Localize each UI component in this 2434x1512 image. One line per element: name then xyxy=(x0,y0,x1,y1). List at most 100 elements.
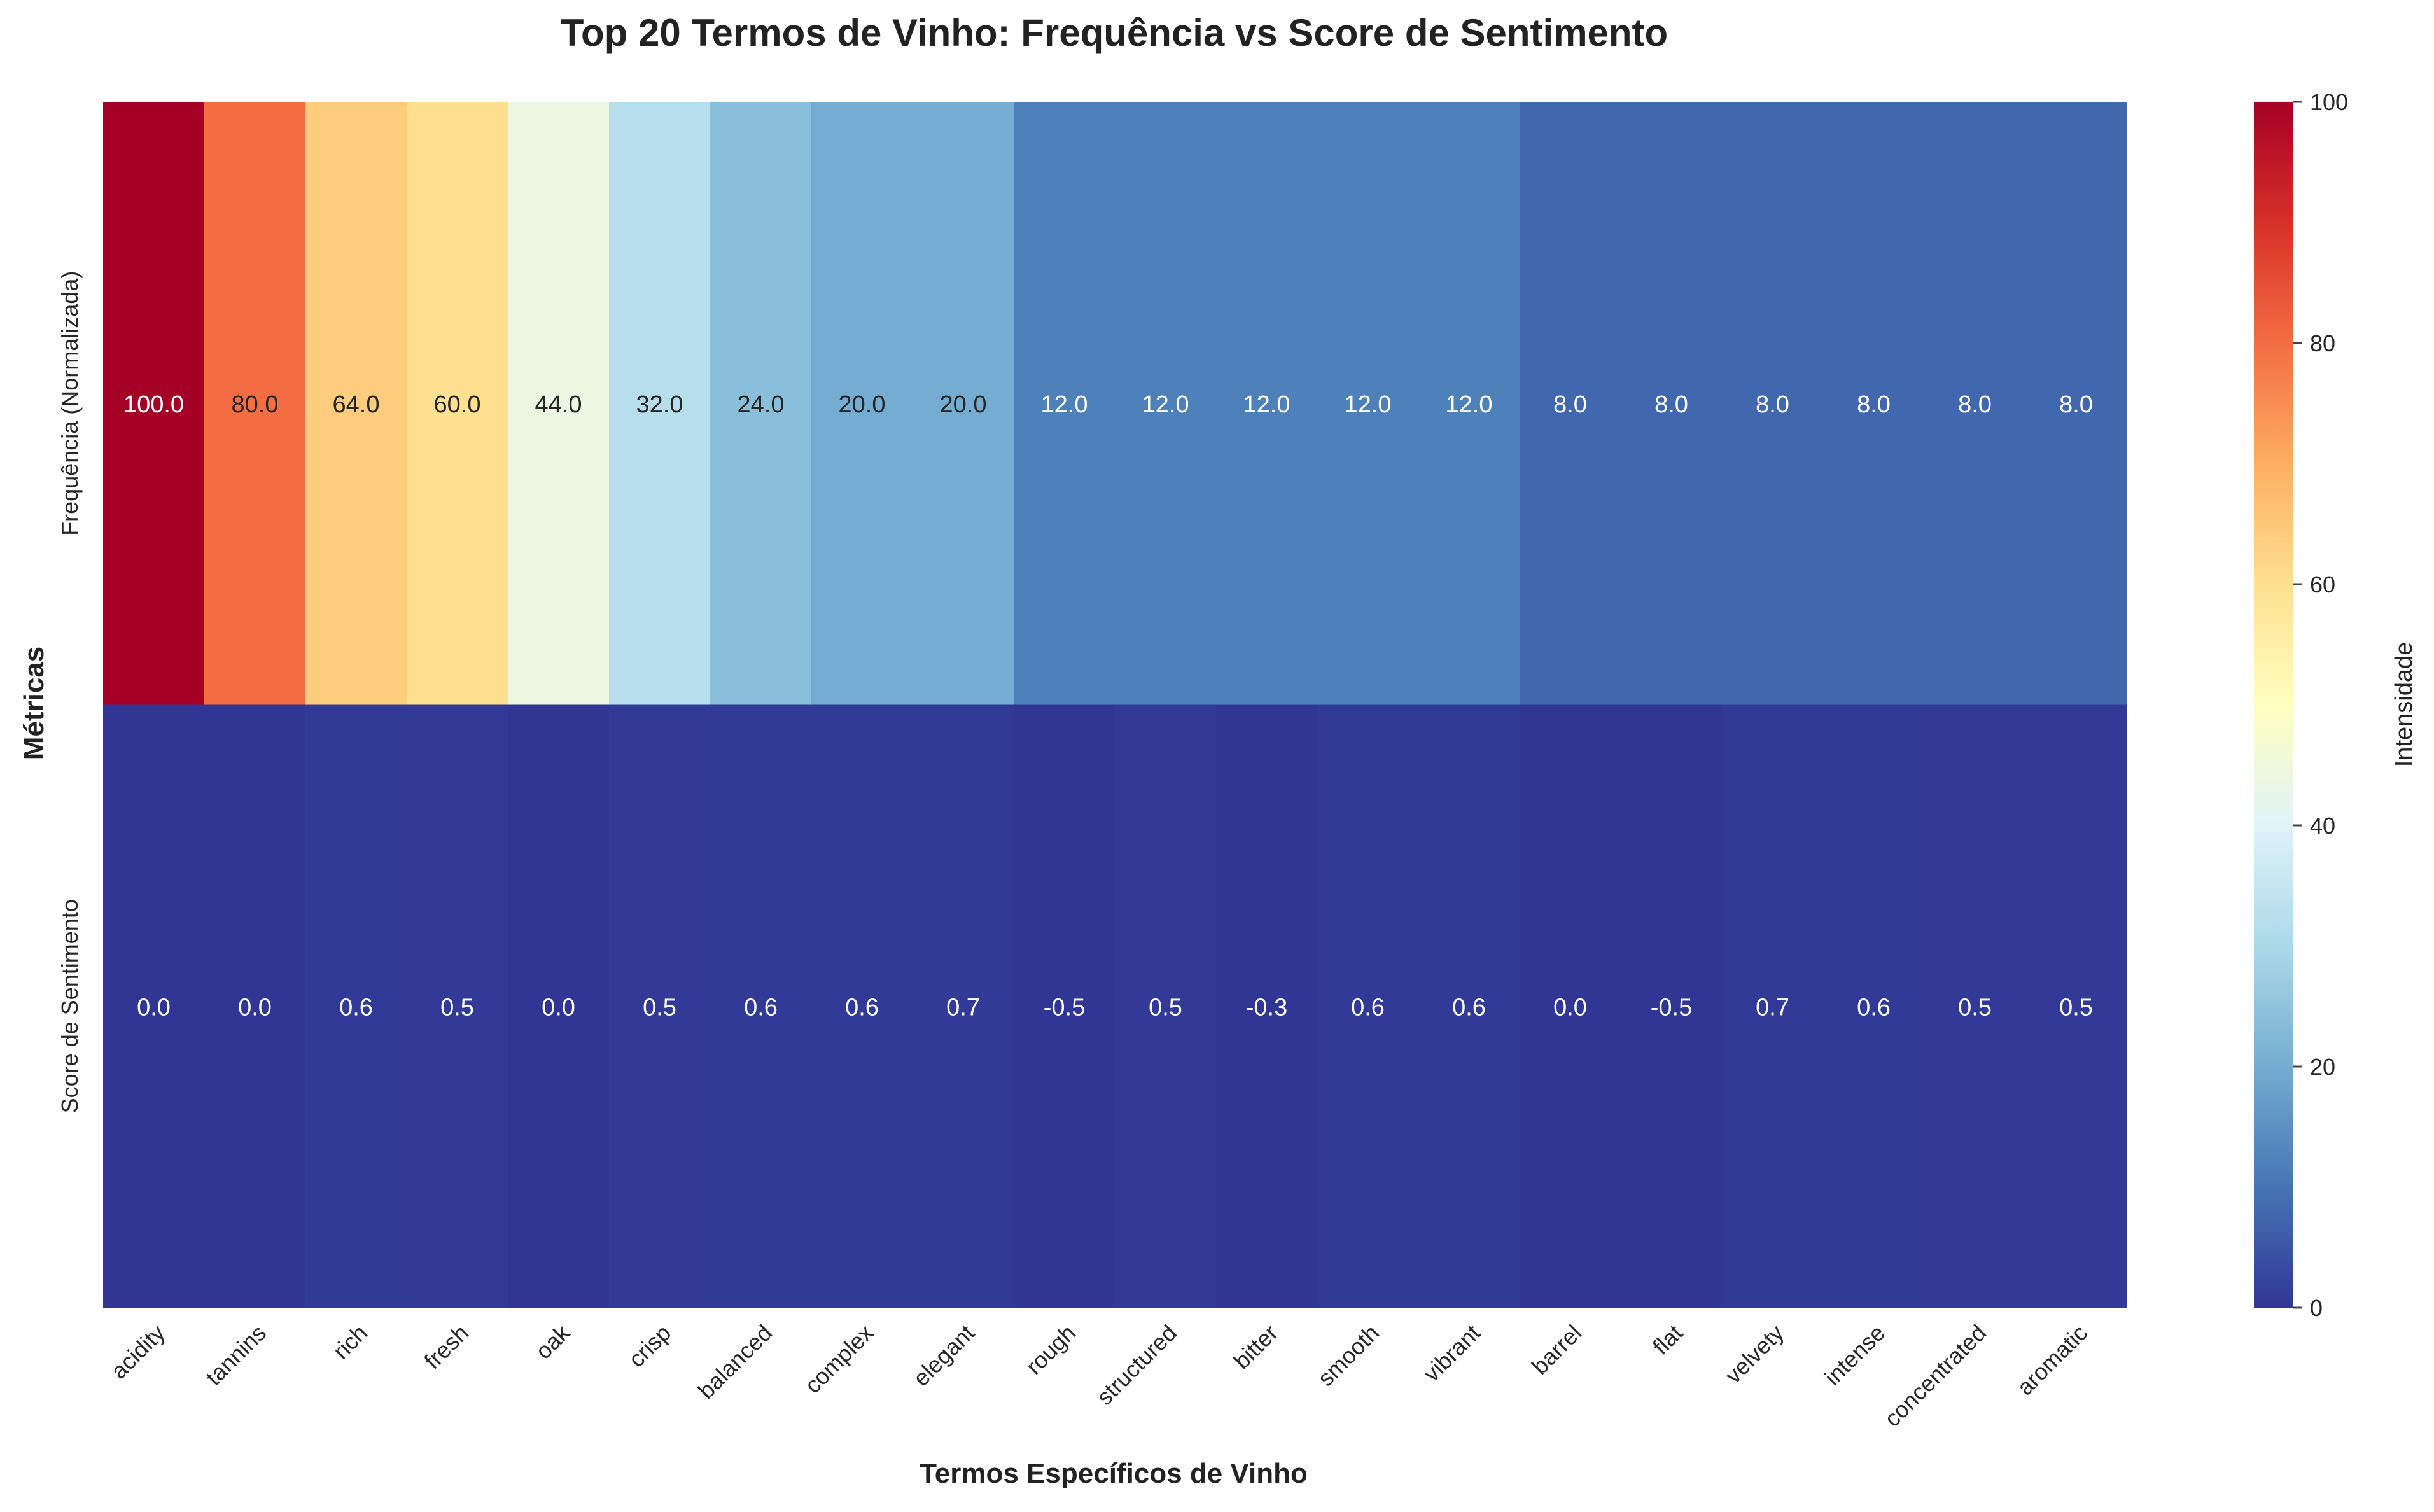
heatmap-cell-labels: 100.0 80.0 64.0 60.0 44.0 32.0 24.0 20.0 20.0 12.… xyxy=(123,391,2093,1021)
heatmap-cell-label: 12.0 xyxy=(1041,391,1088,418)
x-tick-label: fresh xyxy=(419,1320,474,1375)
x-tick-label: bitter xyxy=(1229,1320,1283,1375)
heatmap-cell xyxy=(1722,102,1824,706)
heatmap-cell-label: 64.0 xyxy=(333,391,380,418)
x-tick-label: intense xyxy=(1819,1320,1890,1390)
colorbar-tick-label: 100 xyxy=(2310,89,2348,115)
heatmap-cell xyxy=(1317,102,1419,706)
heatmap-cell-label: 0.5 xyxy=(440,994,474,1021)
heatmap-cell xyxy=(1520,704,1621,1308)
heatmap-cell xyxy=(1621,704,1723,1308)
heatmap-cell-label: 12.0 xyxy=(1142,391,1189,418)
heatmap-cell-label: -0.5 xyxy=(1651,994,1692,1021)
x-tick-label: barrel xyxy=(1527,1320,1586,1380)
heatmap-cell xyxy=(2025,704,2127,1308)
x-tick-label: complex xyxy=(799,1320,878,1399)
heatmap-cell-label: 0.5 xyxy=(1958,994,1992,1021)
y-tick-label: Frequência (Normalizada) xyxy=(57,271,83,536)
heatmap-cell-label: 100.0 xyxy=(123,391,184,418)
x-tick-label: concentrated xyxy=(1879,1320,1991,1432)
x-axis-tick-labels: acidity tannins rich fresh oak crisp balanced c… xyxy=(106,1319,2092,1432)
heatmap-cell xyxy=(305,704,407,1308)
heatmap-cell-label: 80.0 xyxy=(232,391,279,418)
x-tick-label: acidity xyxy=(106,1320,170,1384)
heatmap-cell-label: 8.0 xyxy=(1756,391,1789,418)
colorbar-tick-label: 40 xyxy=(2310,813,2335,839)
heatmap-cell-label: 12.0 xyxy=(1446,391,1493,418)
heatmap-cell-label: 12.0 xyxy=(1243,391,1290,418)
heatmap-cell xyxy=(1823,102,1925,706)
heatmap-cell-label: 32.0 xyxy=(636,391,683,418)
heatmap-cell xyxy=(1418,704,1520,1308)
heatmap-cell-label: 12.0 xyxy=(1345,391,1392,418)
heatmap-cell-label: 8.0 xyxy=(1553,391,1587,418)
heatmap-cell xyxy=(1418,102,1520,706)
heatmap-cell-label: 0.0 xyxy=(137,994,171,1021)
heatmap-cell xyxy=(1317,704,1419,1308)
heatmap-cell xyxy=(811,102,913,706)
colorbar-tick-label: 20 xyxy=(2310,1054,2335,1080)
heatmap-cell-label: 8.0 xyxy=(1857,391,1891,418)
x-tick-label: smooth xyxy=(1313,1320,1384,1391)
heatmap-cell-label: 0.5 xyxy=(1149,994,1182,1021)
x-tick-label: flat xyxy=(1647,1320,1688,1360)
heatmap-cell-label: 0.6 xyxy=(1351,994,1385,1021)
heatmap-cell xyxy=(407,102,508,706)
heatmap-cell xyxy=(103,704,205,1308)
heatmap-cell-label: 0.6 xyxy=(845,994,879,1021)
y-axis-tick-labels: Frequência (Normalizada) Score de Sentime… xyxy=(57,271,83,1114)
x-tick-label: crisp xyxy=(623,1320,676,1373)
x-tick-label: aromatic xyxy=(2012,1320,2093,1401)
heatmap-cell-label: -0.5 xyxy=(1044,994,1085,1021)
heatmap-cell xyxy=(710,704,812,1308)
heatmap-cell-label: 0.7 xyxy=(946,994,980,1021)
x-tick-label: elegant xyxy=(908,1320,980,1392)
x-tick-label: vibrant xyxy=(1418,1320,1485,1387)
heatmap-cell xyxy=(710,102,812,706)
heatmap-cell xyxy=(609,102,711,706)
heatmap-cell xyxy=(609,704,711,1308)
y-axis-label: Métricas xyxy=(18,647,50,760)
colorbar-label: Intensidade xyxy=(2391,642,2417,767)
heatmap-cell-label: 20.0 xyxy=(940,391,987,418)
heatmap-cell xyxy=(1924,102,2026,706)
heatmap-cell xyxy=(407,704,508,1308)
heatmap-cell xyxy=(913,102,1014,706)
heatmap-cell-label: 24.0 xyxy=(738,391,785,418)
chart-title: Top 20 Termos de Vinho: Frequência vs Sc… xyxy=(561,11,1668,54)
heatmap-cell-label: 0.6 xyxy=(744,994,778,1021)
heatmap-cell-label: 44.0 xyxy=(535,391,582,418)
y-tick-label: Score de Sentimento xyxy=(57,899,83,1113)
heatmap-cell xyxy=(1216,102,1318,706)
heatmap-cell-label: 20.0 xyxy=(839,391,886,418)
x-tick-label: structured xyxy=(1091,1320,1182,1410)
heatmap-cell-label: 0.0 xyxy=(238,994,272,1021)
heatmap-cell xyxy=(2025,102,2127,706)
heatmap-cell xyxy=(1520,102,1621,706)
x-tick-label: tannins xyxy=(200,1320,271,1390)
x-tick-label: rich xyxy=(328,1320,372,1364)
colorbar-tick-label: 80 xyxy=(2310,330,2335,356)
heatmap-cell xyxy=(103,102,205,706)
heatmap-cell xyxy=(1115,704,1217,1308)
heatmap-cell xyxy=(204,102,306,706)
heatmap-cell xyxy=(1924,704,2026,1308)
colorbar: 0 20 40 60 80 100 Intensidade xyxy=(2254,89,2417,1321)
heatmap-cell-label: 0.6 xyxy=(1857,994,1891,1021)
x-tick-label: oak xyxy=(530,1319,575,1364)
heatmap-cell xyxy=(1621,102,1723,706)
heatmap-cell-label: 8.0 xyxy=(2059,391,2093,418)
heatmap-cell xyxy=(811,704,913,1308)
heatmap-cell xyxy=(1722,704,1824,1308)
heatmap-cell xyxy=(1216,704,1318,1308)
heatmap-cell-label: 60.0 xyxy=(434,391,481,418)
heatmap-cell xyxy=(1823,704,1925,1308)
heatmap-cell xyxy=(305,102,407,706)
heatmap-cell-label: 0.6 xyxy=(339,994,373,1021)
heatmap-cell-label: 0.5 xyxy=(2059,994,2093,1021)
heatmap-cell-label: 0.0 xyxy=(542,994,575,1021)
colorbar-tick-label: 60 xyxy=(2310,571,2335,598)
x-tick-label: balanced xyxy=(693,1320,777,1404)
